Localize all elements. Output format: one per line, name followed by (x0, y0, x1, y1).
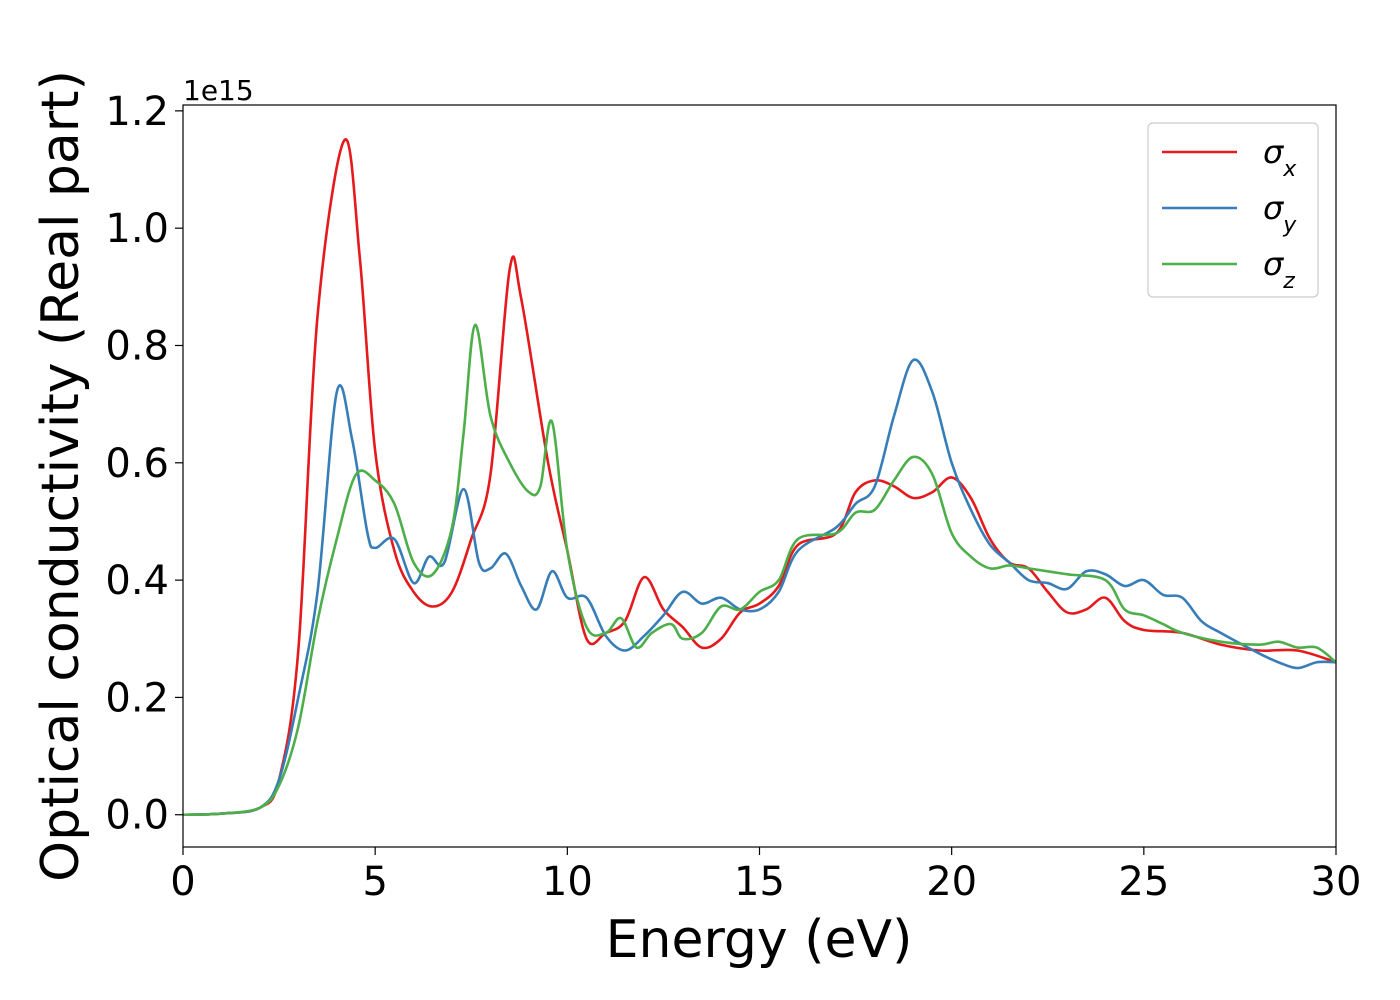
series-line-y (183, 358, 1336, 817)
x-tick-label: 15 (734, 859, 785, 905)
y-tick-label: 0.2 (105, 675, 169, 721)
x-tick-label: 30 (1311, 859, 1362, 905)
series-line-x (183, 138, 1336, 817)
y-tick-label: 1.0 (105, 206, 169, 252)
y-offset-label: 1e15 (183, 74, 254, 107)
y-tick-label: 0.6 (105, 441, 169, 487)
x-tick-label: 5 (362, 859, 387, 905)
series-line-z (183, 323, 1336, 817)
x-axis-label: Energy (eV) (606, 910, 913, 970)
x-tick-label: 25 (1118, 859, 1169, 905)
y-tick-label: 0.4 (105, 558, 169, 604)
y-tick-label: 0.8 (105, 323, 169, 369)
legend-box (1147, 122, 1319, 298)
x-axis: 0 5 10 15 20 25 30 (170, 847, 1361, 905)
plot-lines (183, 138, 1336, 817)
x-tick-label: 10 (542, 859, 593, 905)
y-tick-label: 0.0 (105, 793, 169, 839)
y-tick-label: 1.2 (105, 89, 169, 135)
y-axis-label: Optical conductivity (Real part) (31, 70, 91, 882)
x-tick-label: 20 (926, 859, 977, 905)
y-axis: 0.0 0.2 0.4 0.6 0.8 1.0 1.2 (105, 89, 183, 839)
x-tick-label: 0 (170, 859, 195, 905)
